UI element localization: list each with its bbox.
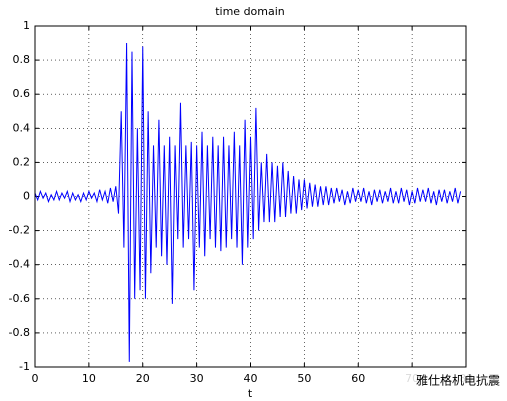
x-tick-label: 0	[32, 372, 39, 385]
y-tick-label: 0.2	[13, 155, 31, 168]
x-tick-label: 20	[136, 372, 150, 385]
y-tick-label: -0.6	[9, 292, 30, 305]
chart-title: time domain	[215, 5, 285, 18]
y-tick-label: -0.4	[9, 258, 30, 271]
y-tick-label: 0.8	[13, 53, 31, 66]
y-tick-label: 0.4	[13, 121, 31, 134]
x-tick-label: 60	[351, 372, 365, 385]
y-tick-label: 0.6	[13, 87, 31, 100]
y-tick-label: -0.8	[9, 326, 30, 339]
y-tick-label: -0.2	[9, 224, 30, 237]
y-tick-label: 1	[23, 19, 30, 32]
x-tick-label: 30	[190, 372, 204, 385]
x-tick-label: 50	[297, 372, 311, 385]
plot-frame	[34, 25, 467, 368]
y-tick-label: 0	[23, 190, 30, 203]
x-tick-label: 40	[244, 372, 258, 385]
y-tick-label: -1	[19, 360, 30, 373]
watermark: 雅仕格机电抗震	[416, 373, 500, 388]
watermark-bg	[385, 370, 503, 392]
x-tick-label: 10	[82, 372, 96, 385]
x-axis-label: t	[248, 387, 253, 400]
signal-line	[34, 43, 462, 362]
